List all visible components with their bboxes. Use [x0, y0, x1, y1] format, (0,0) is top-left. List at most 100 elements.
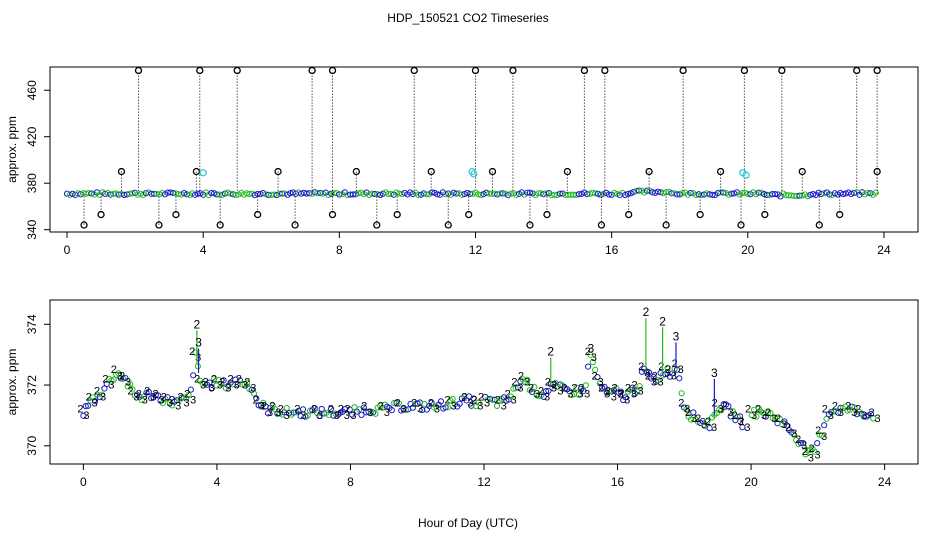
data-point — [818, 190, 825, 198]
data-point — [477, 191, 485, 199]
data-point — [336, 191, 343, 198]
series-3-marker: 3 — [761, 410, 767, 422]
chart-title: HDP_150521 CO2 Timeseries — [387, 11, 548, 25]
outlier-point-low — [291, 221, 299, 229]
data-point — [635, 187, 642, 194]
series-3-marker: 3 — [367, 407, 373, 419]
data-point — [678, 390, 685, 397]
outlier-point-high — [509, 66, 517, 75]
data-point — [630, 189, 637, 196]
data-point — [676, 375, 683, 382]
series-3-marker: 3 — [801, 440, 807, 452]
series-2-marker: 2 — [461, 392, 467, 404]
outlier-point-low — [563, 167, 572, 176]
data-point — [592, 190, 599, 197]
data-point — [264, 410, 272, 417]
outlier-point-low — [737, 221, 745, 229]
series-3-marker: 3 — [557, 386, 563, 398]
series-2-marker: 2 — [855, 404, 861, 416]
series-2-marker: 2 — [808, 443, 814, 455]
data-point — [98, 391, 106, 398]
data-point — [513, 191, 520, 198]
series-2-marker: 2 — [428, 398, 434, 410]
series-3-marker: 3 — [711, 422, 717, 434]
x-tick-label: 8 — [347, 475, 354, 489]
data-point — [704, 418, 711, 425]
series-2-marker: 2 — [571, 382, 577, 394]
data-point — [208, 189, 215, 197]
series-2-marker: 2 — [253, 395, 259, 407]
data-point — [744, 190, 751, 198]
data-point — [851, 404, 858, 411]
data-point — [545, 387, 552, 395]
data-point — [592, 366, 599, 373]
series-2-marker: 2 — [775, 413, 781, 425]
series-2-marker: 2 — [832, 401, 838, 413]
x-tick-label: 8 — [336, 243, 343, 257]
outlier-point-low — [216, 221, 224, 229]
data-point — [870, 415, 877, 422]
series-3-marker: 3 — [644, 367, 650, 379]
series-3-marker: 3 — [534, 389, 540, 401]
data-point — [617, 388, 624, 395]
series-3-marker: 3 — [217, 379, 223, 391]
outlier-point-high — [679, 66, 687, 75]
data-point — [543, 190, 550, 197]
series-2-marker: 2 — [144, 386, 150, 398]
data-point — [330, 190, 337, 197]
data-point — [594, 373, 601, 381]
series-2-marker: 2 — [169, 395, 175, 407]
series-3-marker: 3 — [242, 379, 248, 391]
outlier-point-low — [761, 210, 769, 219]
data-point — [575, 391, 582, 398]
x-tick-label: 12 — [469, 243, 483, 257]
data-point — [155, 392, 162, 399]
series-2-marker: 2 — [328, 404, 334, 416]
outlier-point-high — [778, 66, 786, 75]
series-3-marker: 3 — [158, 395, 164, 407]
series-3-marker: 3 — [851, 407, 857, 419]
data-point — [250, 390, 258, 397]
data-point — [220, 377, 227, 384]
series-2-marker: 2 — [77, 404, 83, 416]
data-point — [715, 406, 723, 413]
outlier-point-low — [625, 210, 633, 219]
outlier-point-low — [97, 210, 105, 219]
data-point — [524, 376, 531, 383]
data-point — [687, 189, 694, 197]
data-point — [765, 409, 772, 416]
series-2-marker: 2 — [511, 376, 517, 388]
x-tick-label: 24 — [878, 475, 892, 489]
outlier-point-low — [716, 167, 725, 176]
data-point — [739, 424, 746, 431]
series-2-marker: 2 — [394, 398, 400, 410]
data-point — [415, 191, 422, 198]
data-point — [395, 400, 402, 407]
series-2-marker: 2 — [495, 395, 501, 407]
data-point — [611, 189, 618, 197]
data-point — [664, 364, 671, 372]
series-3-marker: 3 — [167, 398, 173, 410]
peak-marker: 2 — [547, 345, 554, 359]
data-point — [601, 383, 608, 391]
data-point — [727, 413, 734, 420]
series-3-marker: 3 — [597, 376, 603, 388]
series-2-marker: 2 — [152, 389, 158, 401]
data-point — [253, 395, 260, 402]
peak-marker: 2 — [659, 314, 666, 328]
series-2-marker: 2 — [869, 407, 875, 419]
series-3-marker: 3 — [611, 392, 617, 404]
plot-frame — [49, 299, 919, 465]
data-point — [428, 399, 435, 406]
data-point — [152, 391, 159, 399]
series-3-marker: 3 — [718, 404, 724, 416]
data-point — [718, 407, 725, 414]
data-point — [585, 363, 592, 370]
data-point — [643, 187, 651, 194]
series-3-marker: 3 — [225, 382, 231, 394]
series-3-marker: 3 — [451, 401, 457, 413]
data-point — [709, 191, 716, 198]
series-3-marker: 3 — [92, 398, 98, 410]
series-3-marker: 3 — [183, 398, 189, 410]
data-point — [224, 189, 231, 196]
